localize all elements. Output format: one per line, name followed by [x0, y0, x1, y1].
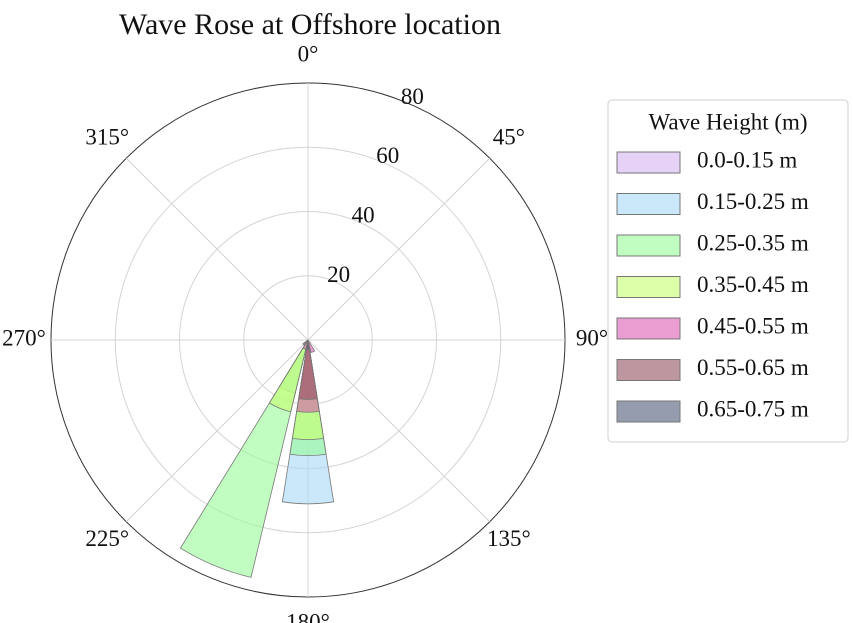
legend-label: 0.35-0.45 m: [697, 272, 809, 297]
angle-label: 315°: [85, 124, 129, 149]
wedge: [298, 339, 318, 400]
angle-label: 90°: [576, 325, 608, 350]
angle-label: 180°: [286, 609, 330, 623]
r-tick-label: 60: [376, 143, 399, 168]
r-tick-label: 20: [327, 262, 350, 287]
legend-label: 0.45-0.55 m: [697, 313, 809, 338]
legend-title: Wave Height (m): [648, 109, 807, 134]
legend-swatch: [616, 317, 681, 340]
angle-label: 45°: [493, 124, 525, 149]
grid-spoke: [125, 339, 309, 523]
angle-label: 270°: [2, 325, 46, 350]
grid-spoke: [307, 157, 491, 341]
legend-label: 0.25-0.35 m: [697, 230, 809, 255]
r-tick-label: 80: [401, 84, 424, 109]
wedge: [307, 339, 316, 353]
angle-label: 0°: [298, 41, 319, 66]
wedge: [302, 339, 309, 346]
wedge: [306, 339, 310, 351]
legend-box: [607, 99, 849, 443]
chart-title: Wave Rose at Offshore location: [119, 8, 501, 41]
legend-swatch: [616, 151, 681, 174]
legend-label: 0.0-0.15 m: [697, 147, 797, 172]
angle-label: 225°: [85, 526, 129, 551]
legend-swatch: [616, 193, 681, 215]
wedge: [268, 339, 309, 413]
r-tick-label: 40: [352, 203, 375, 228]
legend-swatch: [616, 276, 681, 298]
legend-swatch: [616, 359, 681, 381]
legend-swatch: [616, 400, 681, 423]
legend-label: 0.55-0.65 m: [697, 355, 809, 380]
legend-swatch: [616, 234, 681, 257]
legend-label: 0.15-0.25 m: [697, 189, 809, 214]
grid-spoke: [307, 339, 491, 523]
legend-label: 0.65-0.75 m: [697, 396, 809, 421]
grid-spoke: [125, 157, 309, 341]
angle-label: 135°: [487, 526, 531, 551]
